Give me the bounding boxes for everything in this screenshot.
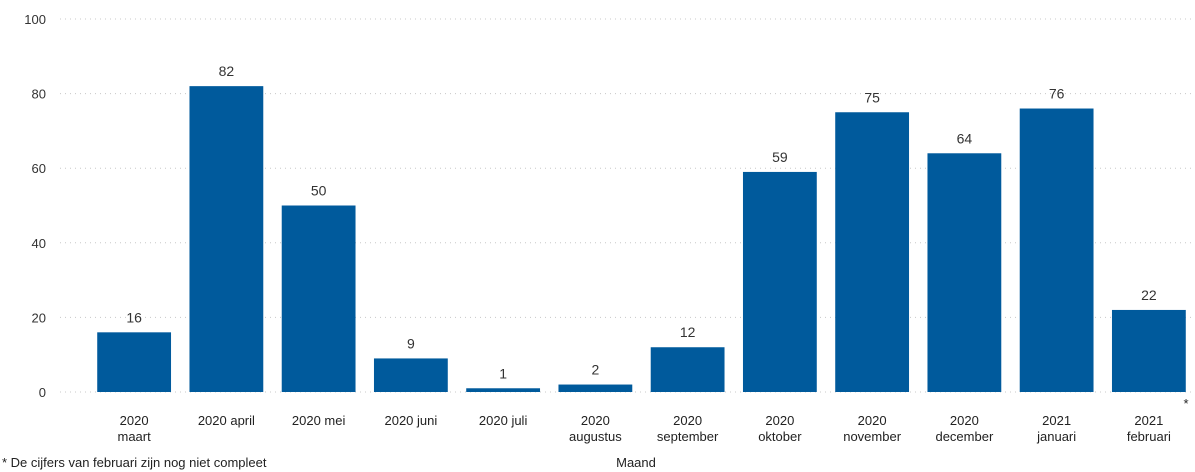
gridlines bbox=[60, 18, 1195, 393]
data-label: 22 bbox=[1141, 287, 1157, 303]
x-tick-label: maart bbox=[118, 429, 152, 444]
bar bbox=[97, 332, 172, 392]
x-tick-label: 2020 mei bbox=[292, 413, 346, 428]
data-label: 82 bbox=[219, 63, 235, 79]
x-tick-label: 2021 bbox=[1134, 413, 1163, 428]
x-tick-label: 2020 bbox=[765, 413, 794, 428]
x-tick-label: 2020 april bbox=[198, 413, 255, 428]
bar bbox=[189, 86, 264, 392]
bar bbox=[742, 171, 817, 392]
y-axis-ticks: 0 20 40 60 80 100 bbox=[24, 12, 46, 400]
x-tick-label: 2020 bbox=[673, 413, 702, 428]
asterisk-marker: * bbox=[1183, 396, 1188, 411]
data-label: 12 bbox=[680, 324, 696, 340]
bar bbox=[281, 205, 356, 392]
x-axis-label: Maand bbox=[616, 455, 656, 470]
x-tick-label: 2020 juni bbox=[384, 413, 437, 428]
y-tick-label: 60 bbox=[32, 161, 46, 176]
x-tick-label: oktober bbox=[758, 429, 802, 444]
bar bbox=[466, 388, 541, 392]
bar bbox=[835, 112, 910, 392]
data-label: 59 bbox=[772, 149, 788, 165]
x-tick-label: 2020 bbox=[950, 413, 979, 428]
x-tick-label: 2020 juli bbox=[479, 413, 528, 428]
x-tick-label: 2020 bbox=[120, 413, 149, 428]
x-tick-label: augustus bbox=[569, 429, 622, 444]
footnote: * De cijfers van februari zijn nog niet … bbox=[2, 455, 267, 470]
data-label: 76 bbox=[1049, 86, 1065, 102]
data-label: 2 bbox=[591, 362, 599, 378]
bar bbox=[558, 384, 633, 392]
bars bbox=[97, 86, 1186, 393]
x-tick-label: 2021 bbox=[1042, 413, 1071, 428]
y-tick-label: 100 bbox=[24, 12, 46, 27]
x-tick-label: januari bbox=[1036, 429, 1076, 444]
x-tick-label: 2020 bbox=[858, 413, 887, 428]
data-label: 75 bbox=[864, 89, 880, 105]
bar bbox=[927, 153, 1002, 392]
y-tick-label: 20 bbox=[32, 310, 46, 325]
bar bbox=[373, 358, 448, 392]
bar bbox=[1111, 309, 1186, 392]
x-tick-label: november bbox=[843, 429, 901, 444]
data-label: 50 bbox=[311, 183, 327, 199]
x-tick-label: september bbox=[657, 429, 719, 444]
data-label: 9 bbox=[407, 335, 415, 351]
data-label: 16 bbox=[126, 309, 142, 325]
data-label: 1 bbox=[499, 365, 507, 381]
bar bbox=[650, 347, 725, 392]
bar bbox=[1019, 108, 1094, 393]
y-tick-label: 40 bbox=[32, 236, 46, 251]
y-tick-label: 80 bbox=[32, 87, 46, 102]
x-tick-label: december bbox=[935, 429, 993, 444]
y-tick-label: 0 bbox=[39, 385, 46, 400]
data-label: 64 bbox=[957, 130, 973, 146]
x-tick-label: februari bbox=[1127, 429, 1171, 444]
x-tick-label: 2020 bbox=[581, 413, 610, 428]
